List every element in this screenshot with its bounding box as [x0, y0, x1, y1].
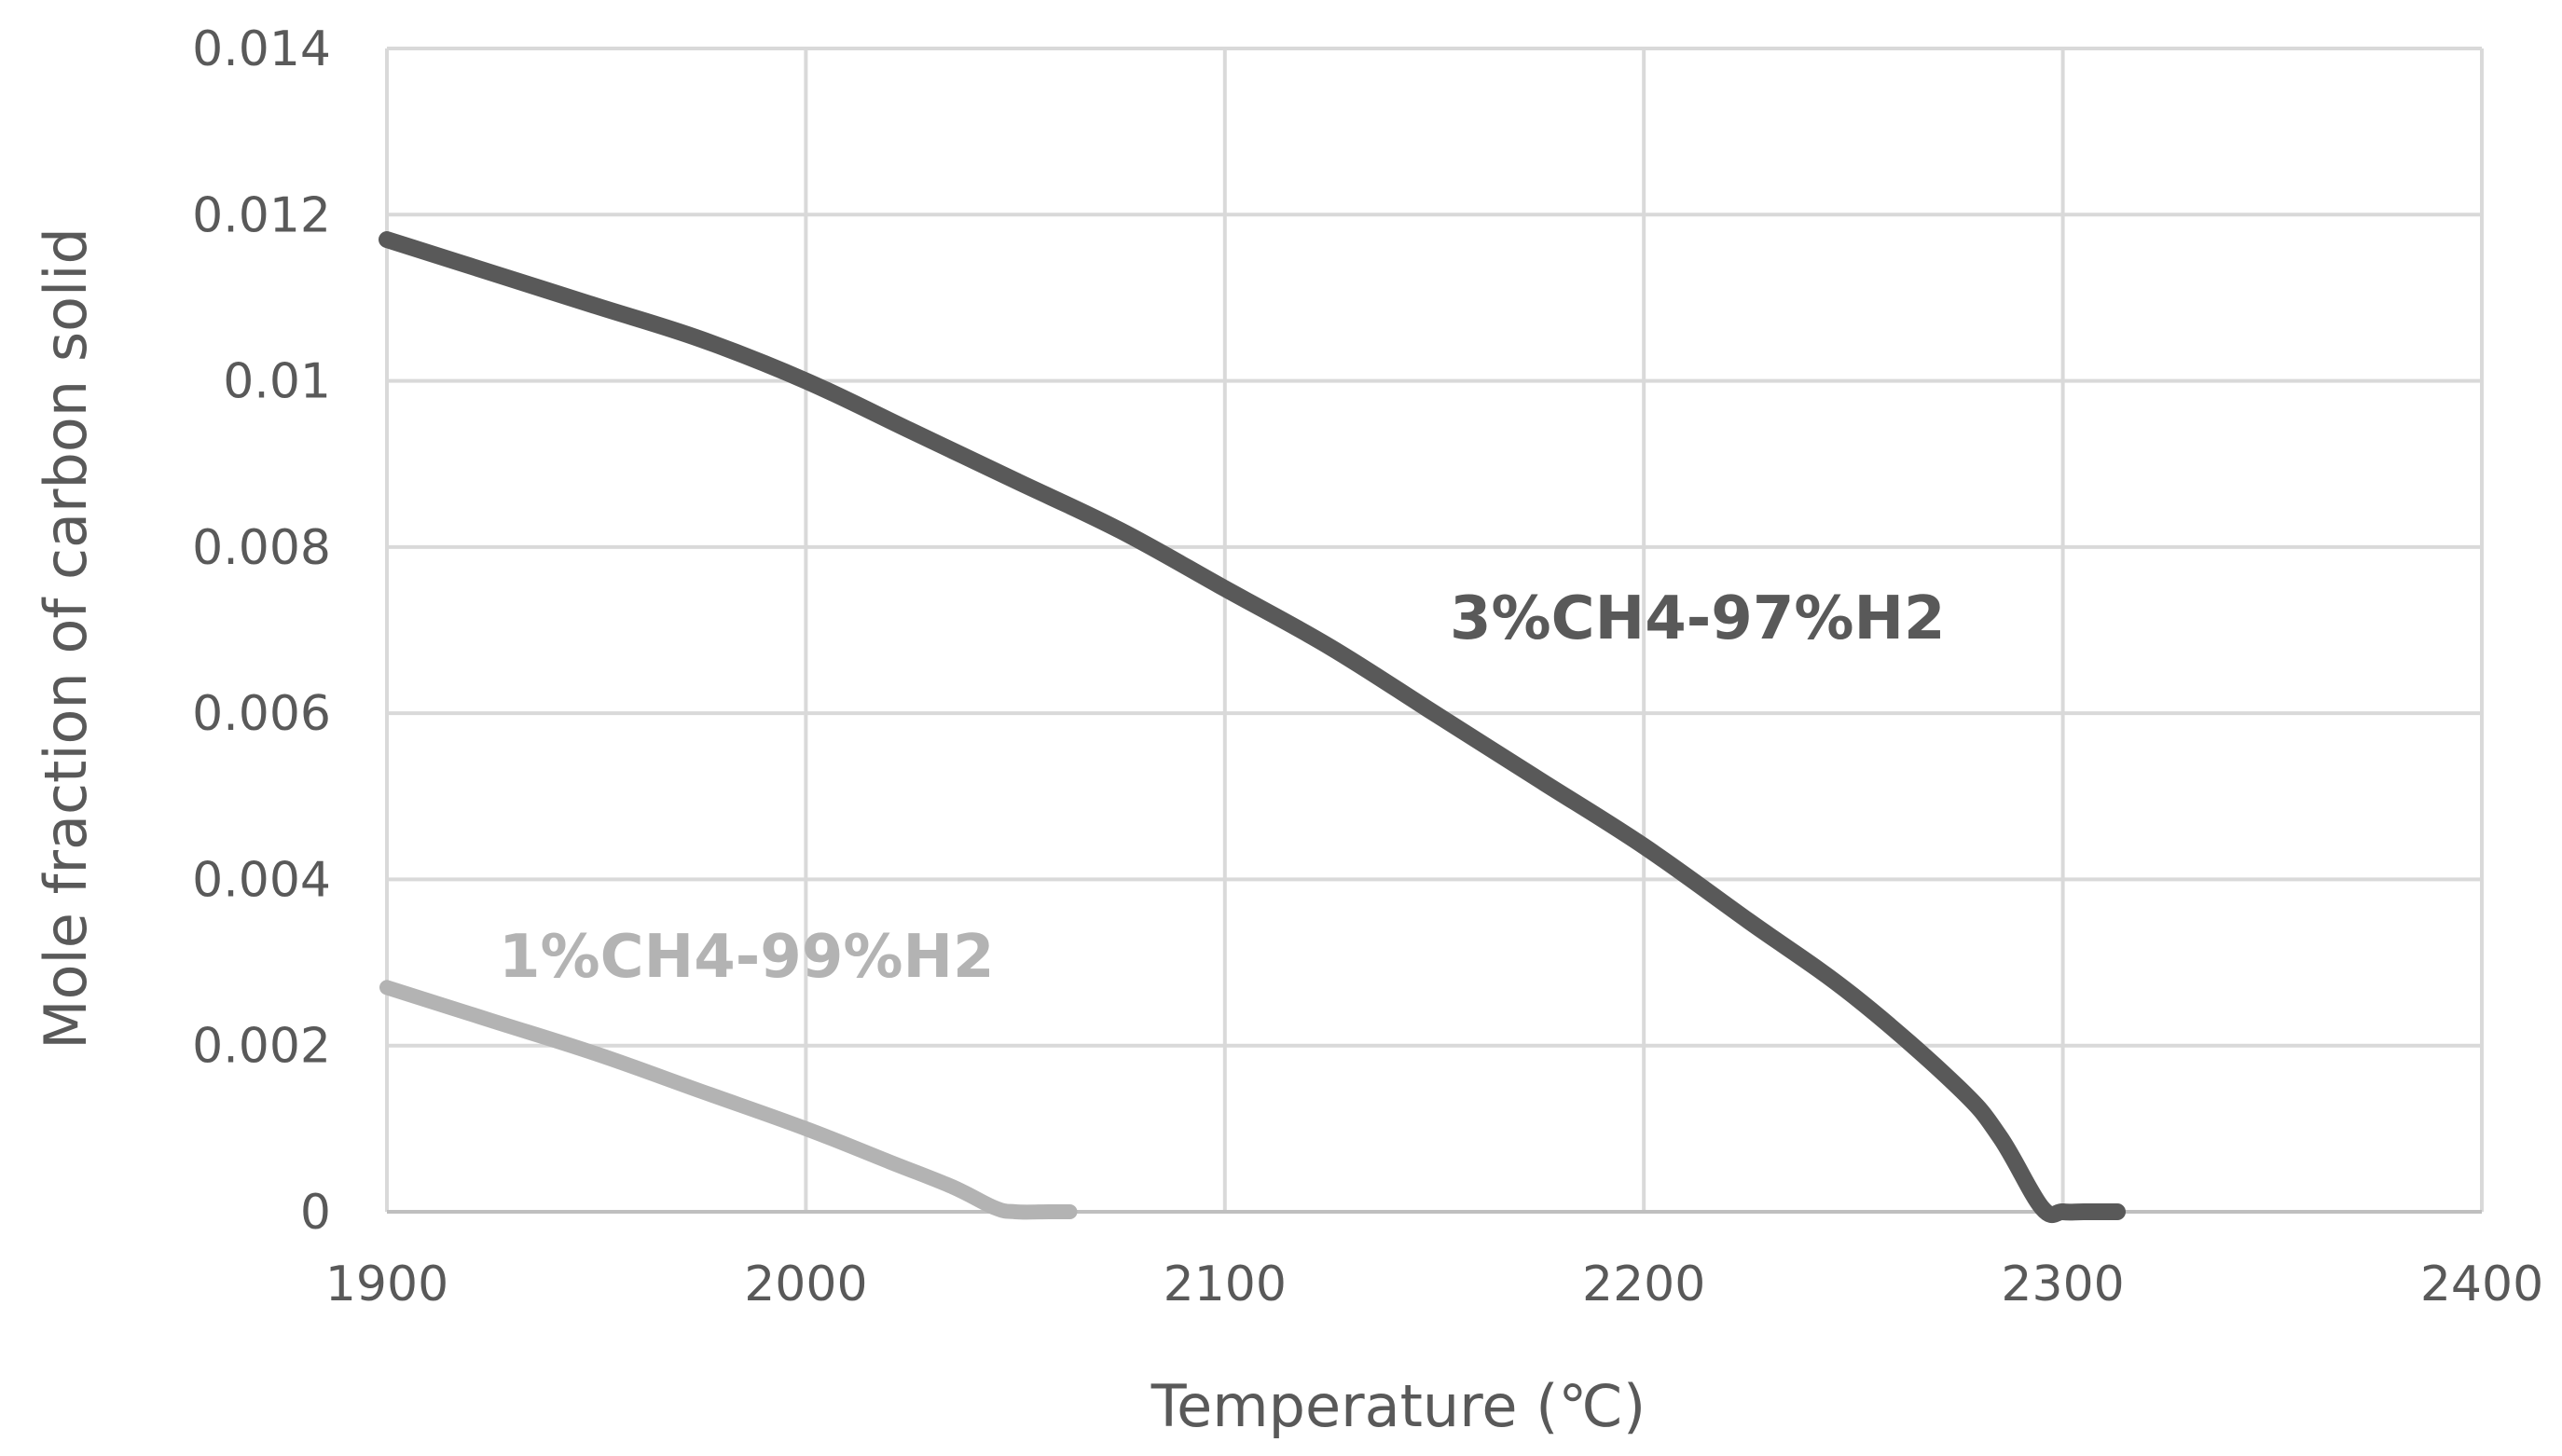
- y-tick-label: 0.014: [192, 21, 331, 77]
- x-tick-label: 2200: [1582, 1257, 1705, 1312]
- labels: 1900 2000 2100 2200 2300 2400 0 0.002 0.004 0.006…: [32, 21, 2543, 1440]
- y-tick-label: 0.012: [192, 187, 331, 243]
- x-tick-label: 2300: [2001, 1257, 2124, 1312]
- y-tick-label: 0.008: [192, 520, 331, 576]
- y-tick-label: 0.006: [192, 686, 331, 742]
- series-line-1pct-ch4: [379, 980, 1078, 1220]
- y-tick-label: 0.01: [223, 354, 331, 410]
- gridlines: [385, 47, 2484, 1214]
- x-tick-label: 2400: [2420, 1257, 2543, 1312]
- x-axis-title: Temperature (℃): [1150, 1372, 1646, 1440]
- series-line-3pct-ch4: [379, 231, 2127, 1224]
- series-label: 3%CH4-97%H2: [1450, 584, 1946, 653]
- x-tick-label: 2100: [1164, 1257, 1287, 1312]
- x-tick-label: 1900: [325, 1257, 448, 1312]
- x-tick-label: 2000: [744, 1257, 867, 1312]
- y-tick-label: 0.004: [192, 852, 331, 908]
- y-tick-label: 0.002: [192, 1019, 331, 1075]
- y-axis-title: Mole fraction of carbon solid: [32, 227, 100, 1050]
- y-tick-label: 0: [300, 1185, 331, 1241]
- series-label: 1%CH4-99%H2: [499, 923, 995, 992]
- series-lines: [379, 231, 2127, 1224]
